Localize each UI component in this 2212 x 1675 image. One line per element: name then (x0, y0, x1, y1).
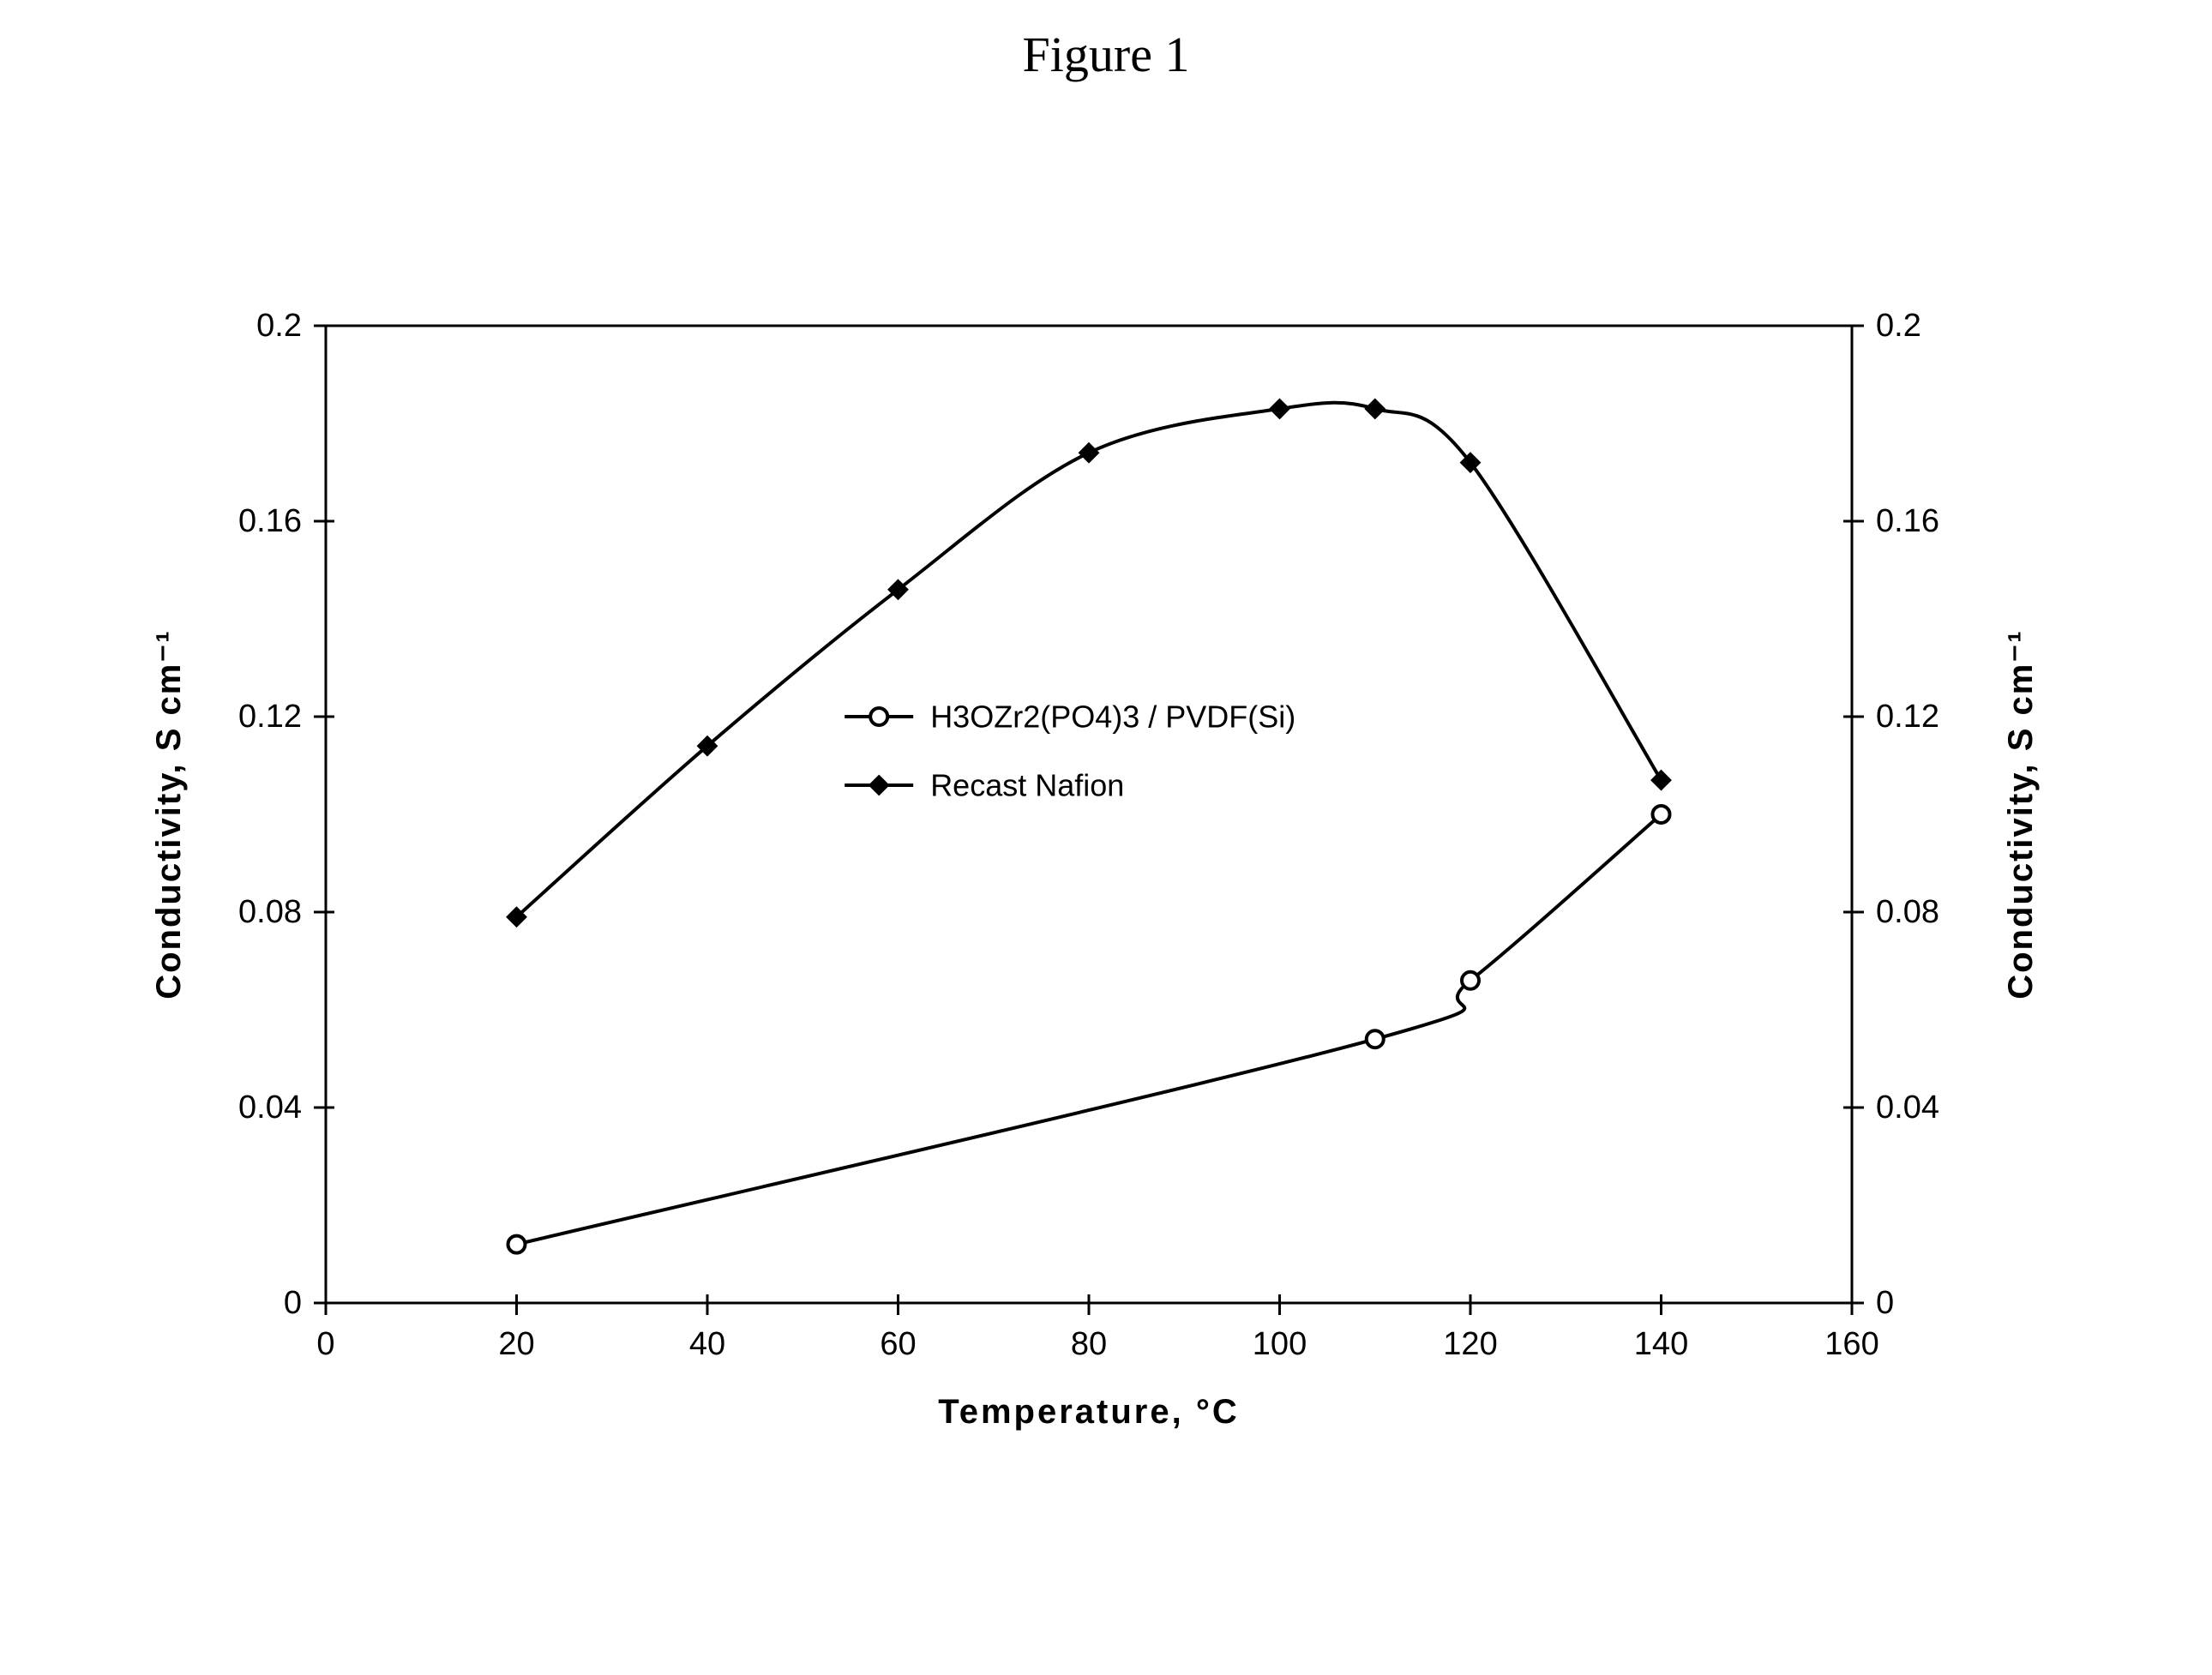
legend-label: H3OZr2(PO4)3 / PVDF(Si) (930, 699, 1295, 735)
x-tick-label: 160 (1824, 1326, 1878, 1362)
x-tick-label: 80 (1071, 1326, 1107, 1362)
y-axis-label-right: Conductivity, S cm⁻¹ (2002, 629, 2040, 1000)
y-tick-label-left: 0.12 (238, 699, 302, 735)
marker-open-circle (1462, 972, 1479, 989)
y-tick-label-right: 0.16 (1876, 503, 1939, 539)
marker-open-circle (508, 1236, 526, 1253)
marker-open-circle (870, 708, 887, 725)
y-tick-label-left: 0 (284, 1285, 302, 1321)
x-axis-label: Temperature, °C (938, 1393, 1239, 1431)
y-tick-label-right: 0.08 (1876, 894, 1939, 930)
x-tick-label: 100 (1253, 1326, 1307, 1362)
y-axis-label-left: Conductivity, S cm⁻¹ (150, 629, 188, 1000)
y-tick-label-left: 0.16 (238, 503, 302, 539)
y-tick-label-right: 0.12 (1876, 699, 1939, 735)
y-tick-label-right: 0.04 (1876, 1090, 1939, 1126)
y-tick-label-right: 0 (1876, 1285, 1894, 1321)
chart-svg: 0 20 40 60 80 100 120 140 160 0 0.04 0.08 0.12 0.16 0.… (103, 291, 2109, 1492)
figure-title: Figure 1 (0, 26, 2212, 83)
x-tick-label: 120 (1443, 1326, 1497, 1362)
x-tick-label: 140 (1634, 1326, 1688, 1362)
conductivity-chart: 0 20 40 60 80 100 120 140 160 0 0.04 0.08 0.12 0.16 0.… (103, 291, 2109, 1492)
x-tick-label: 0 (316, 1326, 334, 1362)
y-tick-label-right: 0.2 (1876, 308, 1921, 344)
marker-open-circle (1653, 806, 1670, 823)
y-tick-label-left: 0.08 (238, 894, 302, 930)
legend-label: Recast Nafion (930, 768, 1124, 803)
plot-area (326, 326, 1852, 1303)
y-tick-label-left: 0.04 (238, 1090, 302, 1126)
x-tick-label: 20 (498, 1326, 534, 1362)
marker-open-circle (1367, 1030, 1384, 1048)
y-tick-label-left: 0.2 (256, 308, 302, 344)
x-tick-label: 40 (689, 1326, 725, 1362)
x-tick-label: 60 (880, 1326, 916, 1362)
